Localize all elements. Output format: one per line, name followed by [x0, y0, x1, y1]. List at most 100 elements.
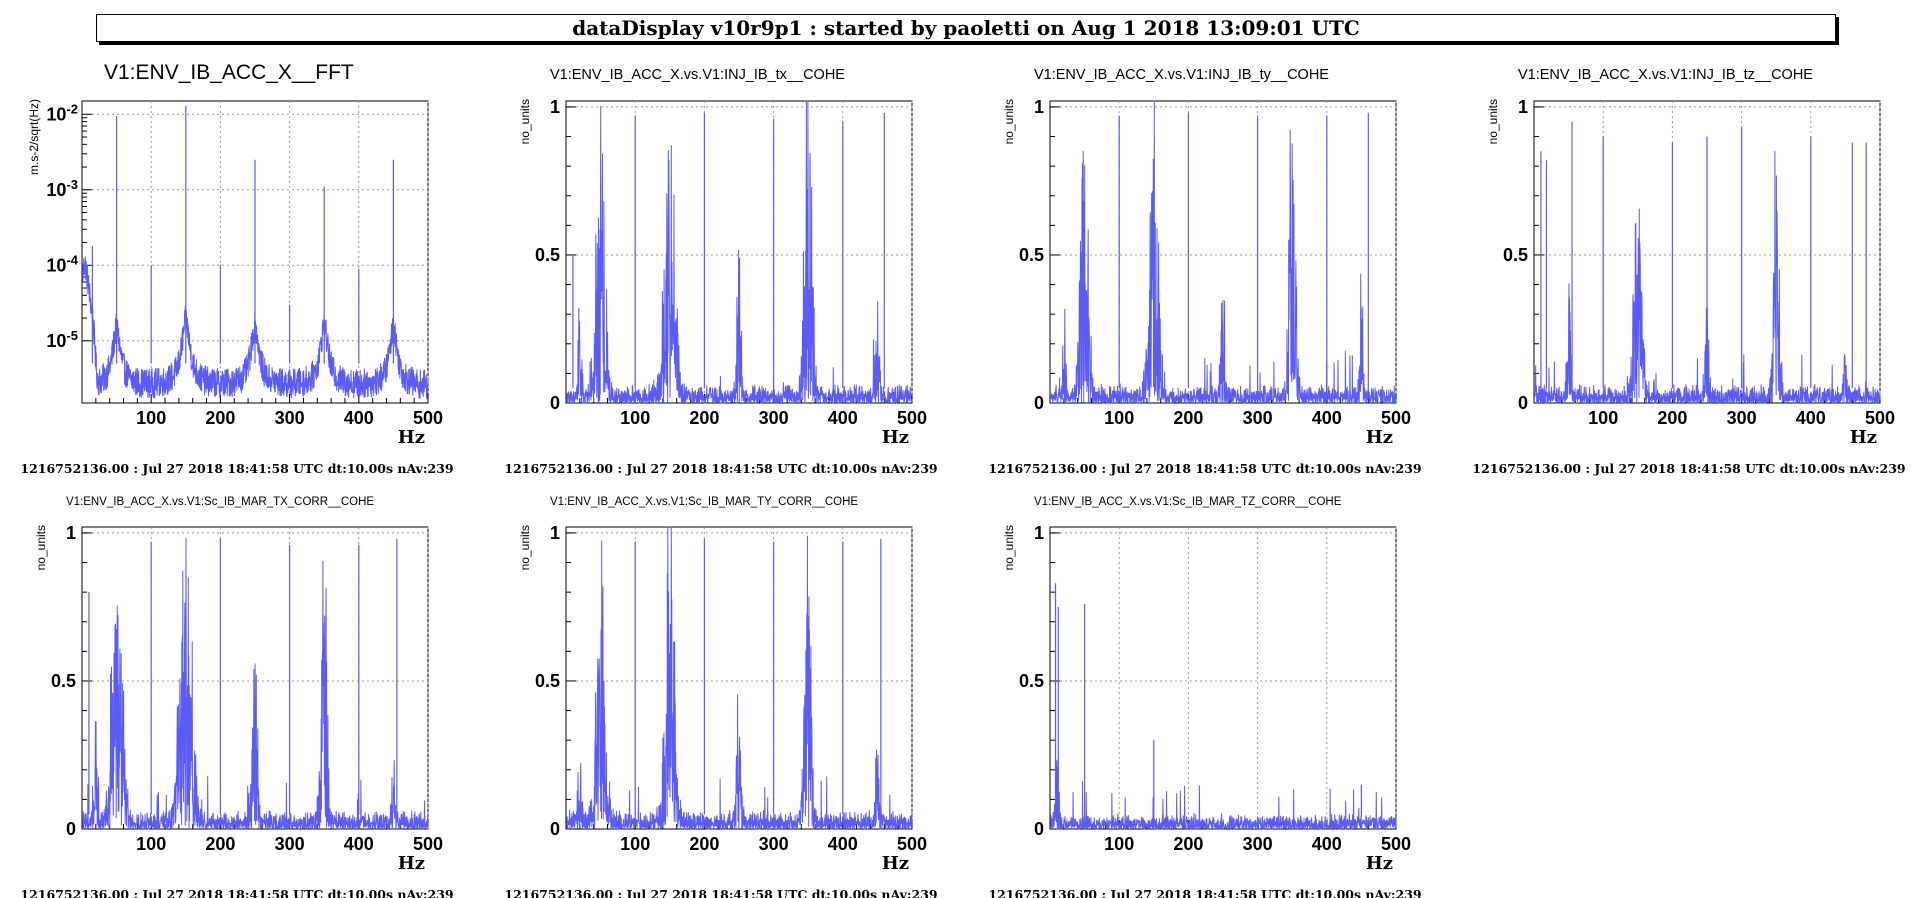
y-tick-label: 0: [66, 819, 76, 839]
x-tick-label: 400: [828, 408, 858, 428]
x-tick-label: 100: [620, 408, 650, 428]
x-tick-label: 300: [275, 834, 305, 854]
x-tick-label: 400: [1312, 408, 1342, 428]
x-axis-label: Hz: [882, 853, 909, 874]
chart-footer: 1216752136.00 : Jul 27 2018 18:41:58 UTC…: [1472, 461, 1905, 476]
chart-panel: V1:ENV_IB_ACC_X.vs.V1:INJ_IB_tx__COHE100…: [504, 67, 937, 476]
y-tick-label: 0.5: [1503, 245, 1528, 265]
chart-footer: 1216752136.00 : Jul 27 2018 18:41:58 UTC…: [988, 461, 1421, 476]
series-trace: [1050, 100, 1397, 404]
x-tick-label: 200: [205, 408, 235, 428]
x-tick-label: 300: [1243, 408, 1273, 428]
chart-title: V1:ENV_IB_ACC_X.vs.V1:INJ_IB_tz__COHE: [1518, 67, 1813, 83]
x-tick-label: 500: [413, 834, 443, 854]
x-tick-label: 500: [1865, 408, 1895, 428]
chart-footer: 1216752136.00 : Jul 27 2018 18:41:58 UTC…: [504, 887, 937, 898]
y-tick-label: 0: [1034, 393, 1044, 413]
x-axis-label: Hz: [1366, 427, 1393, 448]
x-axis-label: Hz: [1366, 853, 1393, 874]
x-tick-label: 200: [1173, 834, 1203, 854]
x-tick-label: 200: [1657, 408, 1687, 428]
chart-panel: V1:ENV_IB_ACC_X.vs.V1:INJ_IB_ty__COHE100…: [988, 67, 1421, 476]
y-tick-label: 0.5: [535, 245, 560, 265]
x-tick-label: 500: [1381, 834, 1411, 854]
y-axis-label: no_units: [1486, 99, 1500, 144]
y-tick-label: 0: [1034, 819, 1044, 839]
series-trace: [82, 537, 429, 830]
chart-footer: 1216752136.00 : Jul 27 2018 18:41:58 UTC…: [20, 461, 453, 476]
y-tick-label: 0.5: [1019, 245, 1044, 265]
y-tick-label: 1: [1034, 523, 1044, 543]
y-tick-label: 0.5: [1019, 671, 1044, 691]
y-tick-label: 0.5: [535, 671, 560, 691]
x-tick-label: 400: [828, 834, 858, 854]
y-axis-label: no_units: [518, 99, 532, 144]
x-tick-label: 500: [413, 408, 443, 428]
series-trace: [566, 100, 913, 404]
y-tick-label: 10-2: [46, 101, 78, 124]
y-tick-label: 1: [1034, 97, 1044, 117]
y-tick-label: 10-4: [46, 252, 78, 275]
x-tick-label: 500: [897, 408, 927, 428]
x-axis-label: Hz: [1850, 427, 1877, 448]
chart-panel: V1:ENV_IB_ACC_X.vs.V1:Sc_IB_MAR_TZ_CORR_…: [988, 496, 1421, 898]
chart-title: V1:ENV_IB_ACC_X.vs.V1:Sc_IB_MAR_TY_CORR_…: [550, 496, 858, 508]
x-tick-label: 200: [1173, 408, 1203, 428]
chart-footer: 1216752136.00 : Jul 27 2018 18:41:58 UTC…: [504, 461, 937, 476]
y-tick-label: 0: [550, 819, 560, 839]
x-tick-label: 500: [897, 834, 927, 854]
chart-panel: V1:ENV_IB_ACC_X.vs.V1:INJ_IB_tz__COHE100…: [1472, 67, 1905, 476]
chart-panel: V1:ENV_IB_ACC_X.vs.V1:Sc_IB_MAR_TY_CORR_…: [504, 496, 937, 898]
y-tick-label: 0.5: [51, 671, 76, 691]
page-title: dataDisplay v10r9p1 : started by paolett…: [96, 14, 1836, 42]
y-axis-label: no_units: [34, 525, 48, 570]
y-axis-label: m.s-2/sqrt(Hz): [27, 99, 41, 175]
x-tick-label: 100: [1588, 408, 1618, 428]
x-tick-label: 400: [1312, 834, 1342, 854]
plot-frame: [1049, 526, 1397, 830]
x-axis-label: Hz: [398, 427, 425, 448]
x-tick-label: 300: [1727, 408, 1757, 428]
y-tick-label: 10-3: [46, 177, 78, 200]
chart-title: V1:ENV_IB_ACC_X__FFT: [104, 61, 354, 84]
y-tick-label: 0: [550, 393, 560, 413]
x-tick-label: 100: [620, 834, 650, 854]
y-tick-label: 1: [66, 523, 76, 543]
y-axis-label: no_units: [1002, 99, 1016, 144]
chart-title: V1:ENV_IB_ACC_X.vs.V1:Sc_IB_MAR_TX_CORR_…: [66, 496, 374, 508]
x-tick-label: 100: [1104, 408, 1134, 428]
x-tick-label: 200: [689, 408, 719, 428]
x-tick-label: 100: [136, 408, 166, 428]
chart-footer: 1216752136.00 : Jul 27 2018 18:41:58 UTC…: [20, 887, 453, 898]
y-tick-label: 1: [1518, 97, 1528, 117]
x-axis-label: Hz: [882, 427, 909, 448]
x-tick-label: 400: [1796, 408, 1826, 428]
x-tick-label: 500: [1381, 408, 1411, 428]
y-tick-label: 1: [550, 97, 560, 117]
chart-title: V1:ENV_IB_ACC_X.vs.V1:Sc_IB_MAR_TZ_CORR_…: [1034, 496, 1342, 508]
y-axis-label: no_units: [518, 525, 532, 570]
y-tick-label: 0: [1518, 393, 1528, 413]
chart-title: V1:ENV_IB_ACC_X.vs.V1:INJ_IB_ty__COHE: [1034, 67, 1329, 83]
x-tick-label: 300: [275, 408, 305, 428]
x-tick-label: 300: [759, 834, 789, 854]
x-tick-label: 300: [1243, 834, 1273, 854]
chart-title: V1:ENV_IB_ACC_X.vs.V1:INJ_IB_tx__COHE: [550, 67, 845, 83]
x-tick-label: 300: [759, 408, 789, 428]
series-trace: [1050, 759, 1397, 830]
chart-footer: 1216752136.00 : Jul 27 2018 18:41:58 UTC…: [988, 887, 1421, 898]
x-tick-label: 100: [1104, 834, 1134, 854]
x-tick-label: 200: [205, 834, 235, 854]
x-tick-label: 400: [344, 408, 374, 428]
x-tick-label: 200: [689, 834, 719, 854]
series-trace: [566, 526, 913, 830]
y-axis-label: no_units: [1002, 525, 1016, 570]
y-tick-label: 1: [550, 523, 560, 543]
x-tick-label: 100: [136, 834, 166, 854]
chart-panel: V1:ENV_IB_ACC_X.vs.V1:Sc_IB_MAR_TX_CORR_…: [20, 496, 453, 898]
x-tick-label: 400: [344, 834, 374, 854]
x-axis-label: Hz: [398, 853, 425, 874]
y-tick-label: 10-5: [46, 328, 78, 351]
